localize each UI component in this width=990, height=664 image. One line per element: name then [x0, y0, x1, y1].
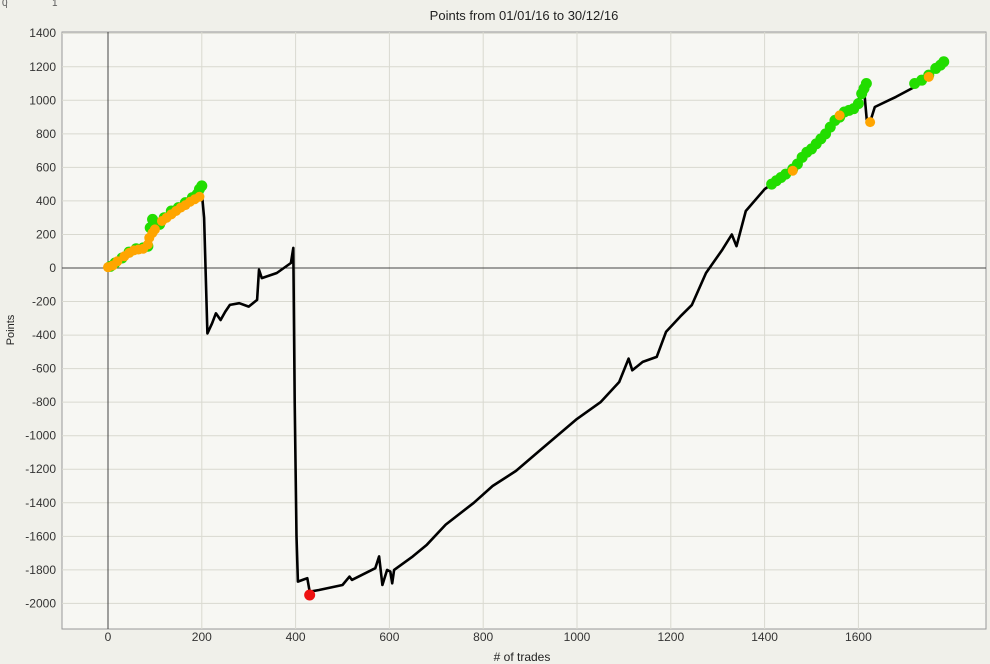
ruler-end-label: 1	[52, 0, 58, 9]
x-tick-label: 400	[286, 630, 306, 644]
near-high-point	[787, 165, 798, 176]
y-tick-label: 600	[36, 160, 56, 174]
y-tick-label: -1600	[25, 529, 56, 543]
new-high-point	[938, 56, 950, 68]
ruler-start-label: 0	[2, 0, 8, 9]
x-tick-label: 600	[379, 630, 399, 644]
y-tick-label: -200	[32, 295, 56, 309]
y-tick-label: -800	[32, 395, 56, 409]
x-tick-label: 200	[192, 630, 212, 644]
near-high-point	[865, 117, 876, 128]
y-axis-label: Points	[5, 314, 17, 345]
ruler-tick	[6, 0, 7, 8]
y-tick-label: 800	[36, 127, 56, 141]
near-high-point	[923, 71, 934, 82]
x-tick-label: 1400	[751, 630, 778, 644]
y-tick-label: -1800	[25, 563, 56, 577]
y-tick-label: -400	[32, 328, 56, 342]
y-tick-label: -1400	[25, 496, 56, 510]
new-high-point	[860, 78, 872, 90]
y-tick-label: -600	[32, 362, 56, 376]
near-high-point	[194, 191, 205, 202]
y-tick-label: -1000	[25, 429, 56, 443]
y-tick-label: 1200	[29, 60, 56, 74]
new-high-point	[852, 98, 864, 110]
near-high-point	[834, 110, 845, 121]
new-high-point	[196, 180, 208, 192]
y-tick-label: -2000	[25, 596, 56, 610]
y-tick-label: 400	[36, 194, 56, 208]
near-high-point	[149, 224, 160, 235]
x-tick-label: 1200	[657, 630, 684, 644]
data-series	[103, 56, 950, 601]
grid-lines	[62, 32, 986, 629]
zero-axes	[62, 32, 986, 629]
top-ruler: 0 1	[0, 0, 60, 10]
equity-line	[107, 62, 944, 593]
x-axis-label: # of trades	[494, 650, 551, 664]
x-tick-label: 1600	[845, 630, 872, 644]
y-tick-label: 1400	[29, 26, 56, 40]
near-high-point	[112, 256, 123, 267]
x-tick-label: 800	[473, 630, 493, 644]
y-tick-label: 0	[49, 261, 56, 275]
x-tick-label: 0	[105, 630, 112, 644]
plot-area	[61, 31, 987, 630]
chart-title: Points from 01/01/16 to 30/12/16	[430, 8, 619, 23]
y-tick-labels: 1400 1200 1000 800 600 400 200 0 -200 -400 -600 -80…	[25, 26, 56, 610]
y-tick-label: -1200	[25, 462, 56, 476]
x-tick-labels: 0 200 400 600 800 1000 1200 1400 1600	[105, 630, 872, 644]
max-drawdown-point	[304, 589, 316, 601]
y-tick-label: 1000	[29, 93, 56, 107]
x-tick-label: 1000	[564, 630, 591, 644]
y-tick-label: 200	[36, 227, 56, 241]
